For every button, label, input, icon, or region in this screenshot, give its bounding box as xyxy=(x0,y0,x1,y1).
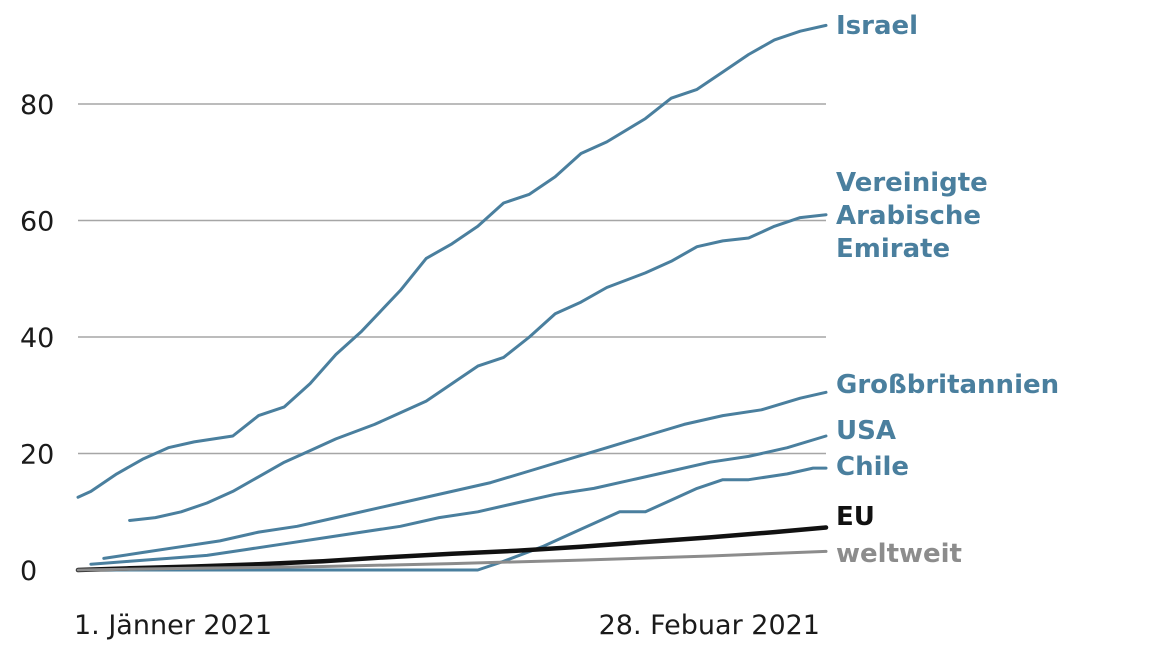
grid-lines xyxy=(78,103,826,455)
series-line-usa xyxy=(89,434,828,566)
series-line-eu xyxy=(75,525,829,573)
x-tick-label: 1. Jänner 2021 xyxy=(74,610,272,641)
series-label: Großbritannien xyxy=(836,370,1059,400)
series-line-weltweit xyxy=(76,549,828,572)
y-axis: 0 20 40 60 80 xyxy=(20,90,54,587)
series-line-israel xyxy=(76,23,828,499)
x-axis: 1. Jänner 2021 28. Febuar 2021 xyxy=(74,610,820,641)
series-line-chile xyxy=(76,466,828,572)
y-tick-label: 20 xyxy=(20,440,54,471)
series-label: EU xyxy=(836,502,875,532)
series-label: weltweit xyxy=(836,539,962,569)
series-lines xyxy=(75,23,829,573)
series-label: Vereinigte xyxy=(836,168,988,198)
series-line-großbritannien xyxy=(102,390,828,560)
y-tick-label: 0 xyxy=(20,556,37,587)
x-tick-label: 28. Febuar 2021 xyxy=(599,610,820,641)
series-line-vereinigte-arabische-emirate xyxy=(128,213,828,522)
series-label: USA xyxy=(836,416,896,446)
series-label: Chile xyxy=(836,452,909,482)
series-label: Israel xyxy=(836,11,918,41)
series-label: Emirate xyxy=(836,234,950,264)
y-tick-label: 60 xyxy=(20,207,54,238)
y-tick-label: 40 xyxy=(20,323,54,354)
y-tick-label: 80 xyxy=(20,90,54,121)
series-label: Arabische xyxy=(836,201,981,231)
